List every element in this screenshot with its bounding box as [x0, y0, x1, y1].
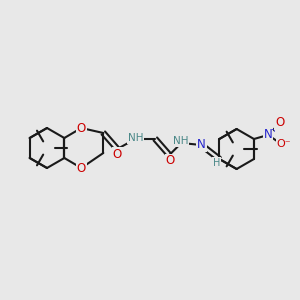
- Text: O: O: [113, 148, 122, 160]
- Text: O⁻: O⁻: [277, 139, 291, 149]
- Text: O: O: [166, 154, 175, 167]
- Text: NH: NH: [128, 133, 143, 143]
- Text: O: O: [275, 116, 285, 130]
- Text: O: O: [77, 122, 86, 134]
- Text: O: O: [77, 161, 86, 175]
- Text: N: N: [197, 139, 206, 152]
- Text: N: N: [264, 128, 272, 142]
- Text: H: H: [213, 158, 220, 168]
- Text: NH: NH: [172, 136, 188, 146]
- Text: +: +: [271, 125, 278, 134]
